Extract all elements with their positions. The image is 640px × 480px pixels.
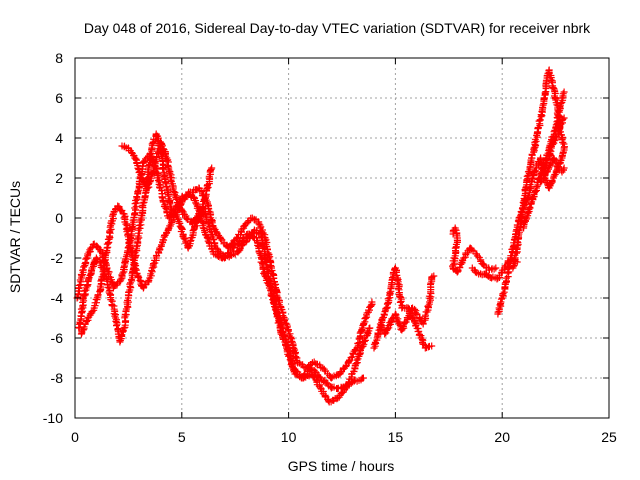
y-tick-label: 6 [55,90,63,106]
y-tick-label: -6 [51,330,64,346]
y-tick-label: 8 [55,50,63,66]
marker-path [537,146,568,186]
y-tick-label: 4 [55,130,63,146]
series-track-6 [376,272,438,338]
x-tick-label: 5 [178,429,186,445]
x-axis-label: GPS time / hours [288,458,395,474]
y-tick-label: 2 [55,170,63,186]
y-tick-label: -10 [43,410,63,426]
ticks [74,57,610,419]
x-tick-label: 0 [71,429,79,445]
chart-title: Day 048 of 2016, Sidereal Day-to-day VTE… [84,20,591,36]
x-tick-label: 10 [281,429,297,445]
tick-labels: 0 5 10 15 20 25 -10 -8 -6 -4 -2 0 2 4 6 8 [43,50,617,445]
series-track-12 [541,114,568,172]
y-axis-label: SDTVAR / TECUs [7,181,23,293]
series-track-13 [537,146,568,186]
marker-path [376,272,438,338]
x-tick-label: 15 [388,429,404,445]
y-tick-label: 0 [55,210,63,226]
series-track-7 [449,224,500,276]
marker-path [118,138,216,228]
series-track-4 [118,138,216,228]
x-tick-label: 20 [494,429,510,445]
series-track-3 [77,190,374,406]
marker-path [77,190,374,406]
grid [75,58,609,418]
y-tick-label: -8 [51,370,64,386]
x-tick-label: 25 [601,429,617,445]
y-tick-label: -4 [51,290,64,306]
y-tick-label: -2 [51,250,64,266]
marker-path [541,114,568,172]
plot-frame [74,57,610,419]
marker-path [449,224,500,276]
